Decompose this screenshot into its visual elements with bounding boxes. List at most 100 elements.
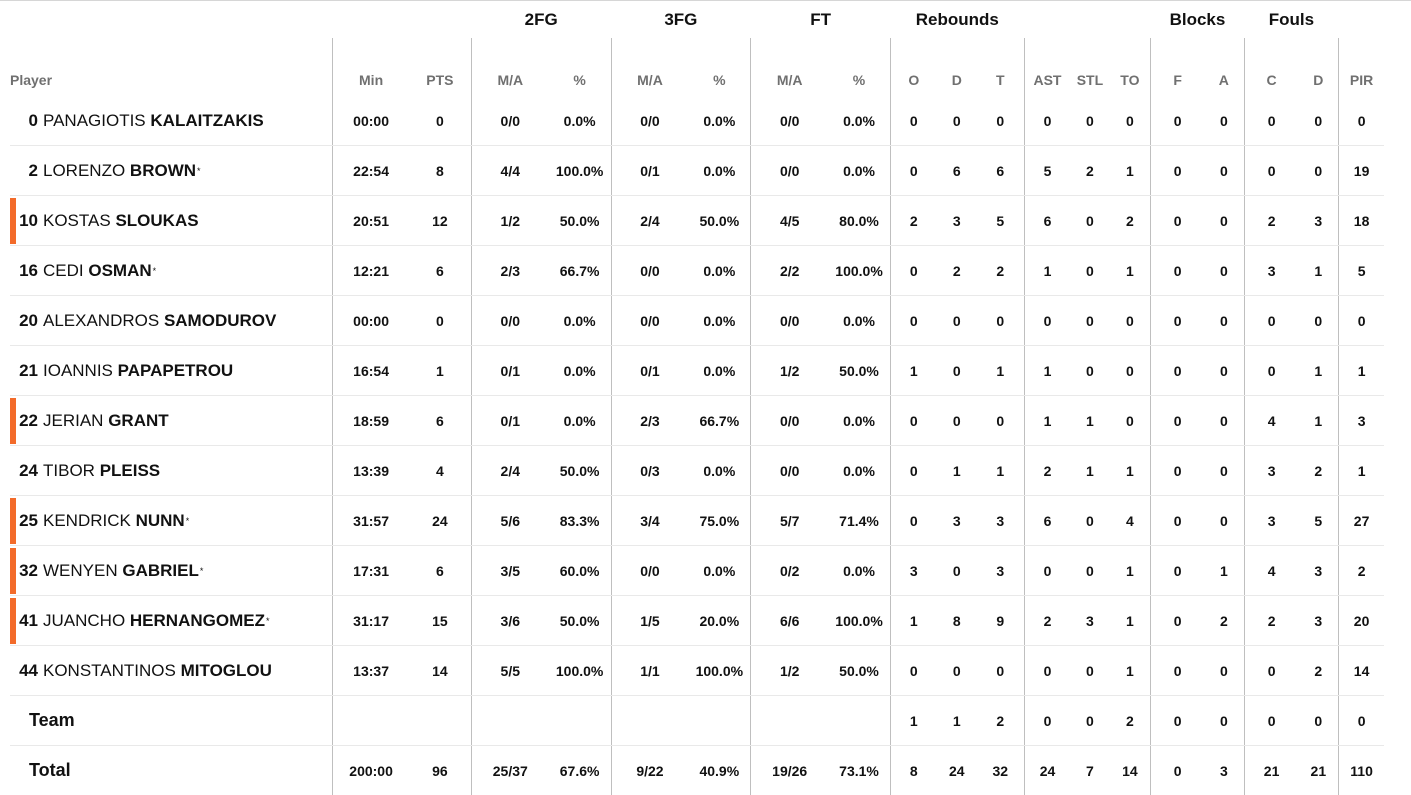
fg2-pct-column-header[interactable]: % — [549, 38, 611, 96]
player-last-name[interactable]: BROWN — [130, 161, 196, 180]
player-number: 20 — [10, 311, 38, 331]
stat-to: 1 — [1110, 246, 1151, 296]
reb-d-column-header[interactable]: D — [937, 38, 977, 96]
stat-fg2-pct: 66.7% — [549, 246, 611, 296]
to-column-header[interactable]: TO — [1110, 38, 1151, 96]
stat-blk-a: 0 — [1204, 96, 1244, 146]
blk-f-column-header[interactable]: F — [1151, 38, 1204, 96]
stat-foul-d: 0 — [1298, 146, 1338, 196]
stat-ast: 6 — [1024, 196, 1070, 246]
stat-foul-c: 3 — [1244, 446, 1298, 496]
stat-ast: 2 — [1024, 596, 1070, 646]
stat-blk-f: 0 — [1151, 246, 1204, 296]
player-last-name[interactable]: SLOUKAS — [115, 211, 198, 230]
fg3-ma-column-header[interactable]: M/A — [611, 38, 688, 96]
player-last-name[interactable]: OSMAN — [88, 261, 151, 280]
player-last-name[interactable]: PAPAPETROU — [118, 361, 234, 380]
stat-fg2-pct: 0.0% — [549, 96, 611, 146]
reb-o-column-header[interactable]: O — [890, 38, 936, 96]
stat-pir: 0 — [1339, 296, 1384, 346]
player-column-header[interactable]: Player — [10, 38, 333, 96]
stat-min: 22:54 — [333, 146, 409, 196]
stat-blk-a: 0 — [1204, 196, 1244, 246]
stat-blk-a: 0 — [1204, 146, 1244, 196]
stat-pir: 18 — [1339, 196, 1384, 246]
player-last-name[interactable]: NUNN — [136, 511, 185, 530]
stat-to: 1 — [1110, 596, 1151, 646]
stat-fg3-pct: 100.0% — [688, 646, 750, 696]
ft-ma-column-header[interactable]: M/A — [751, 38, 828, 96]
player-first-name: KENDRICK — [43, 511, 131, 530]
blk-a-column-header[interactable]: A — [1204, 38, 1244, 96]
foul-c-column-header[interactable]: C — [1244, 38, 1298, 96]
fg3-pct-column-header[interactable]: % — [688, 38, 750, 96]
stat-ft-pct: 0.0% — [828, 296, 890, 346]
foul-d-column-header[interactable]: D — [1298, 38, 1338, 96]
stat-fg3-pct: 0.0% — [688, 246, 750, 296]
stat-reb-d: 6 — [937, 146, 977, 196]
stat-reb-t: 0 — [977, 396, 1024, 446]
stat-to: 0 — [1110, 96, 1151, 146]
player-last-name[interactable]: GABRIEL — [122, 561, 199, 580]
ast-column-header[interactable]: AST — [1024, 38, 1070, 96]
stat-ft-pct: 0.0% — [828, 546, 890, 596]
stat-ft-pct: 0.0% — [828, 446, 890, 496]
stat-ft-pct: 0.0% — [828, 146, 890, 196]
pts-column-header[interactable]: PTS — [409, 38, 471, 96]
stat-pts: 4 — [409, 446, 471, 496]
stat-reb-o: 8 — [890, 746, 936, 795]
reb-t-column-header[interactable]: T — [977, 38, 1024, 96]
stat-foul-d: 5 — [1298, 496, 1338, 546]
stat-reb-t: 6 — [977, 146, 1024, 196]
stat-min — [333, 696, 409, 746]
player-last-name[interactable]: GRANT — [108, 411, 168, 430]
fg2-ma-column-header[interactable]: M/A — [471, 38, 548, 96]
stat-foul-d: 2 — [1298, 646, 1338, 696]
stat-fg3-ma: 9/22 — [611, 746, 688, 795]
stat-stl: 0 — [1070, 646, 1109, 696]
stat-pir: 3 — [1339, 396, 1384, 446]
stat-fg3-ma: 2/4 — [611, 196, 688, 246]
ft-pct-column-header[interactable]: % — [828, 38, 890, 96]
stat-ft-ma: 0/0 — [751, 446, 828, 496]
stat-fg3-pct: 0.0% — [688, 546, 750, 596]
stat-foul-d: 1 — [1298, 396, 1338, 446]
player-last-name[interactable]: HERNANGOMEZ — [130, 611, 265, 630]
stat-fg2-ma: 4/4 — [471, 146, 548, 196]
stat-min: 13:39 — [333, 446, 409, 496]
stat-fg3-ma: 3/4 — [611, 496, 688, 546]
stat-fg3-pct: 0.0% — [688, 96, 750, 146]
stat-min: 17:31 — [333, 546, 409, 596]
box-score-table: 2FG 3FG FT Rebounds Blocks Fouls Player … — [10, 1, 1384, 795]
group-header-2fg: 2FG — [471, 1, 611, 38]
stat-foul-c: 0 — [1244, 696, 1298, 746]
stl-column-header[interactable]: STL — [1070, 38, 1109, 96]
min-column-header[interactable]: Min — [333, 38, 409, 96]
stat-foul-d: 1 — [1298, 246, 1338, 296]
player-last-name[interactable]: MITOGLOU — [181, 661, 272, 680]
stat-fg2-ma: 0/1 — [471, 396, 548, 446]
player-last-name[interactable]: KALAITZAKIS — [150, 111, 263, 130]
stat-reb-t: 5 — [977, 196, 1024, 246]
player-last-name[interactable]: SAMODUROV — [164, 311, 276, 330]
player-last-name[interactable]: PLEISS — [100, 461, 160, 480]
pir-column-header[interactable]: PIR — [1339, 38, 1384, 96]
stat-ft-pct — [828, 696, 890, 746]
stat-ast: 0 — [1024, 296, 1070, 346]
stat-ast: 0 — [1024, 696, 1070, 746]
